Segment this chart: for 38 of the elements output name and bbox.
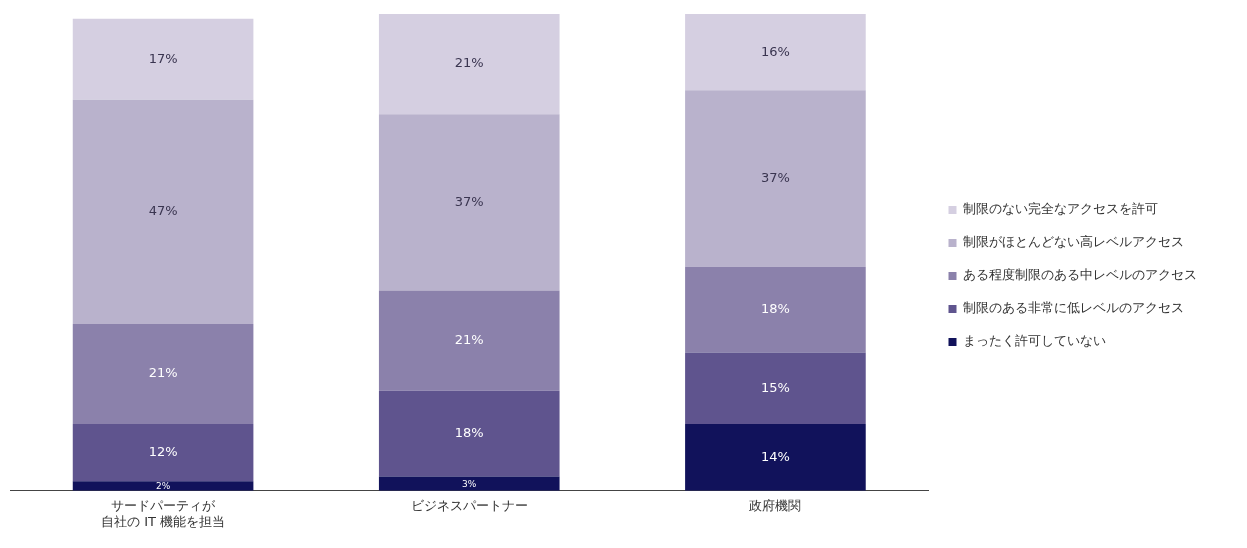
bar [378,390,560,477]
bar [685,14,866,91]
bar [72,18,254,100]
legend-label: 制限のない完全なアクセスを許可 [963,201,1158,217]
bar [378,476,560,491]
data-label: 2% [155,481,171,492]
bar [72,481,254,491]
bar [378,14,560,115]
data-label: 12% [148,444,178,460]
bar [685,90,866,267]
data-label: 37% [454,193,484,209]
bar [72,323,254,425]
legend-label: ある程度制限のある中レベルのアクセス [963,267,1197,283]
bar [685,266,866,353]
data-label: 14% [760,448,790,464]
legend-label: 制限のある非常に低レベルのアクセス [963,300,1184,316]
bar [685,352,866,425]
data-label: 37% [760,169,790,185]
bar [378,114,560,291]
bar [378,290,560,391]
data-label: 18% [760,300,790,316]
x-tick-label: 政府機関 [749,497,802,513]
data-label: 21% [148,365,178,381]
data-label: 15% [760,379,790,395]
bar [72,424,254,482]
legend-label: 制限がほとんどない高レベルアクセス [963,234,1184,250]
data-label: 16% [760,43,790,59]
bar [685,424,866,491]
data-label: 3% [462,478,477,489]
x-tick-label: サードパーティが自社の IT 機能を担当 [101,497,226,529]
data-label: 21% [454,55,484,71]
bar [72,99,254,324]
data-label: 18% [454,424,484,440]
data-label: 17% [148,50,178,66]
legend-label: まったく許可していない [963,333,1106,349]
data-label: 21% [454,331,484,347]
data-label: 47% [148,203,178,219]
x-tick-label: ビジネスパートナー [410,497,528,513]
